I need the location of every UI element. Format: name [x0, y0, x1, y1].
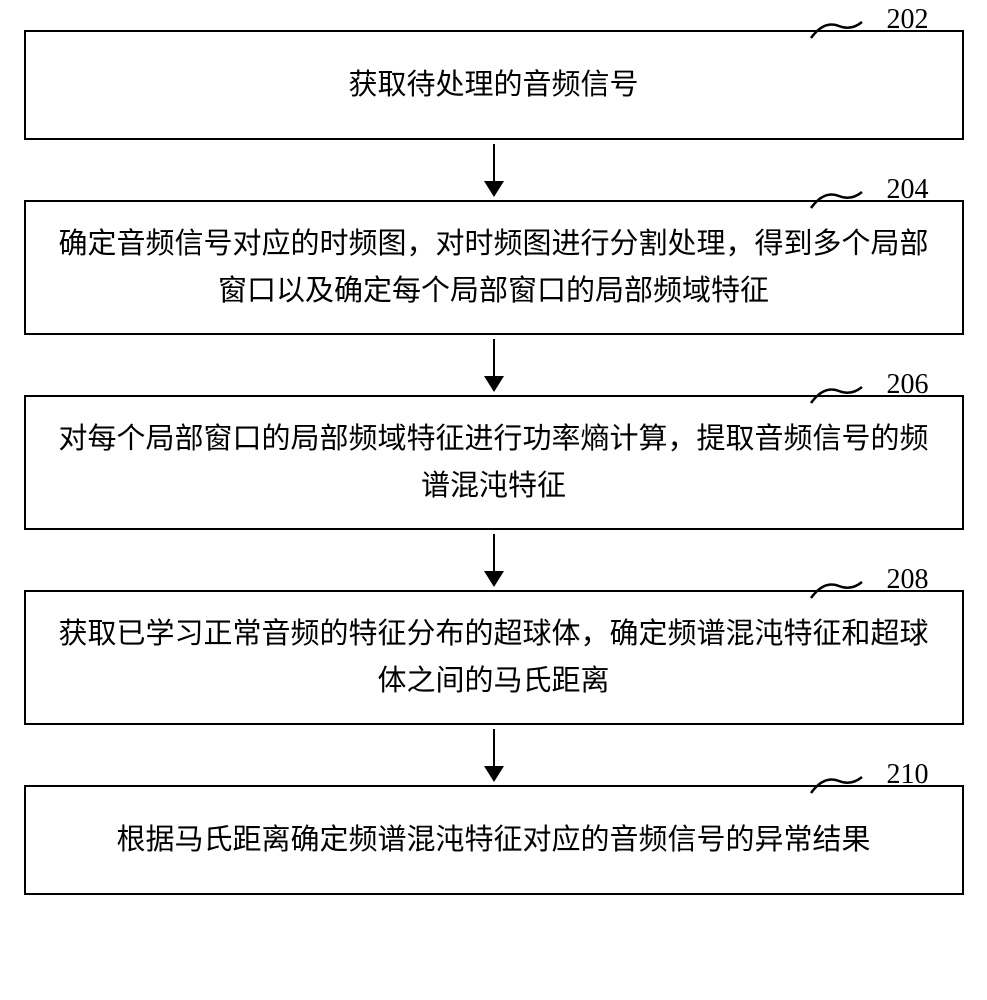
step-text: 确定音频信号对应的时频图，对时频图进行分割处理，得到多个局部窗口以及确定每个局部… [56, 221, 932, 314]
arrow-line [493, 729, 495, 767]
arrow-down-icon [484, 181, 504, 197]
step-label: 206 [887, 369, 929, 401]
step-text: 获取已学习正常音频的特征分布的超球体，确定频谱混沌特征和超球体之间的马氏距离 [56, 611, 932, 704]
step-box-204: 确定音频信号对应的时频图，对时频图进行分割处理，得到多个局部窗口以及确定每个局部… [24, 200, 964, 335]
step-label: 208 [887, 564, 929, 596]
step-wrapper-208: 208 获取已学习正常音频的特征分布的超球体，确定频谱混沌特征和超球体之间的马氏… [24, 590, 964, 725]
curve-mark-icon [809, 773, 864, 795]
arrow-connector [484, 530, 504, 590]
step-text: 获取待处理的音频信号 [348, 62, 638, 108]
step-box-208: 获取已学习正常音频的特征分布的超球体，确定频谱混沌特征和超球体之间的马氏距离 [24, 590, 964, 725]
curve-mark-icon [809, 18, 864, 40]
step-wrapper-204: 204 确定音频信号对应的时频图，对时频图进行分割处理，得到多个局部窗口以及确定… [24, 200, 964, 335]
step-label: 210 [887, 759, 929, 791]
step-text: 根据马氏距离确定频谱混沌特征对应的音频信号的异常结果 [116, 817, 870, 863]
step-box-206: 对每个局部窗口的局部频域特征进行功率熵计算，提取音频信号的频谱混沌特征 [24, 395, 964, 530]
arrow-line [493, 339, 495, 377]
arrow-down-icon [484, 766, 504, 782]
arrow-line [493, 534, 495, 572]
step-wrapper-202: 202 获取待处理的音频信号 [24, 30, 964, 140]
step-label: 202 [887, 4, 929, 36]
curve-mark-icon [809, 383, 864, 405]
step-box-202: 获取待处理的音频信号 [24, 30, 964, 140]
arrow-connector [484, 725, 504, 785]
flowchart-container: 202 获取待处理的音频信号 204 确定音频信号对应的时频图，对时频图进行分割… [20, 30, 967, 895]
step-wrapper-206: 206 对每个局部窗口的局部频域特征进行功率熵计算，提取音频信号的频谱混沌特征 [24, 395, 964, 530]
step-wrapper-210: 210 根据马氏距离确定频谱混沌特征对应的音频信号的异常结果 [24, 785, 964, 895]
arrow-down-icon [484, 376, 504, 392]
step-box-210: 根据马氏距离确定频谱混沌特征对应的音频信号的异常结果 [24, 785, 964, 895]
step-label: 204 [887, 174, 929, 206]
arrow-line [493, 144, 495, 182]
arrow-down-icon [484, 571, 504, 587]
curve-mark-icon [809, 188, 864, 210]
arrow-connector [484, 140, 504, 200]
curve-mark-icon [809, 578, 864, 600]
step-text: 对每个局部窗口的局部频域特征进行功率熵计算，提取音频信号的频谱混沌特征 [56, 416, 932, 509]
arrow-connector [484, 335, 504, 395]
